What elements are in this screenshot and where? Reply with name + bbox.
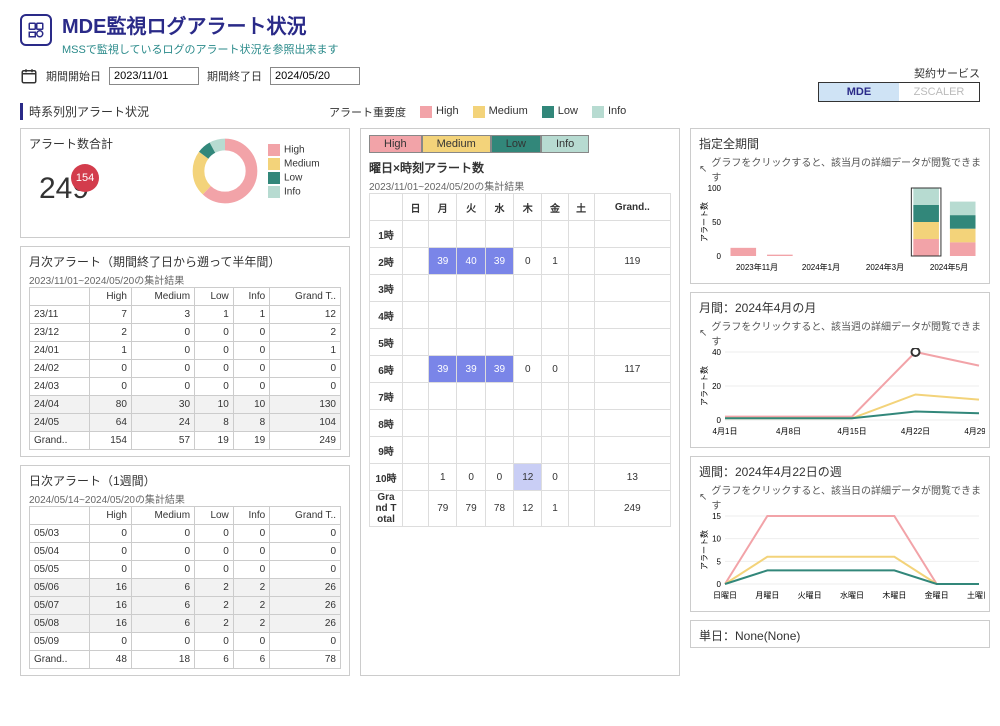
- severity-btn-high[interactable]: High: [369, 135, 422, 153]
- severity-btn-info[interactable]: Info: [541, 135, 589, 153]
- table-row[interactable]: 24/0300000: [30, 378, 341, 396]
- month-title: 月間：2024年4月の月: [699, 299, 981, 316]
- svg-text:金曜日: 金曜日: [925, 590, 949, 600]
- service-tab-zscaler[interactable]: ZSCALER: [899, 83, 979, 101]
- table-row[interactable]: Grand..48186678: [30, 651, 341, 669]
- period-chart-panel: 指定全期間 ↖ グラフをクリックすると、該当月の詳細データが閲覧できます 100 5…: [690, 128, 990, 284]
- severity-btn-low[interactable]: Low: [491, 135, 541, 153]
- svg-text:10: 10: [712, 535, 721, 544]
- heatmap-panel: HighMediumLowInfo 曜日×時刻アラート数 2023/11/01~…: [360, 128, 680, 676]
- week-title: 週間：2024年4月22日の週: [699, 463, 981, 480]
- page-subtitle: MSSで監視しているログのアラート状況を参照出来ます: [62, 41, 339, 57]
- svg-text:水曜日: 水曜日: [840, 590, 864, 600]
- monthly-table[interactable]: HighMediumLowInfoGrand T..23/1173111223/…: [29, 287, 341, 450]
- svg-text:15: 15: [712, 512, 721, 521]
- cursor-icon: ↖: [699, 328, 707, 339]
- svg-text:50: 50: [712, 218, 721, 227]
- table-row[interactable]: 23/1220002: [30, 324, 341, 342]
- svg-text:日曜日: 日曜日: [713, 591, 737, 600]
- table-row[interactable]: 05/081662226: [30, 615, 341, 633]
- daily-panel: 日次アラート（1週間） 2024/05/14~2024/05/20の集計結果 H…: [20, 465, 350, 676]
- page-title: MDE監視ログアラート状況: [62, 10, 339, 39]
- svg-text:2023年11月: 2023年11月: [736, 262, 778, 272]
- svg-text:4月1日: 4月1日: [713, 427, 738, 436]
- severity-buttons: HighMediumLowInfo: [369, 135, 671, 153]
- daily-title: 日次アラート（1週間）: [29, 472, 341, 489]
- monthly-panel: 月次アラート（期間終了日から遡って半年間） 2023/11/01~2024/05…: [20, 246, 350, 457]
- header: MDE監視ログアラート状況 MSSで監視しているログのアラート状況を参照出来ます: [20, 10, 980, 57]
- single-title: 単日：None(None): [699, 627, 981, 644]
- svg-text:木曜日: 木曜日: [882, 590, 906, 600]
- service-label: 契約サービス: [914, 65, 980, 81]
- svg-text:火曜日: 火曜日: [798, 591, 822, 600]
- legend-label: アラート重要度: [329, 104, 406, 120]
- svg-text:2024年5月: 2024年5月: [930, 262, 968, 272]
- svg-text:2024年3月: 2024年3月: [866, 262, 904, 272]
- svg-text:40: 40: [712, 348, 721, 357]
- cursor-icon: ↖: [699, 492, 707, 503]
- week-chart-panel: 週間：2024年4月22日の週 ↖ グラフをクリックすると、該当日の詳細データが閲…: [690, 456, 990, 612]
- svg-text:4月8日: 4月8日: [776, 427, 801, 436]
- svg-text:5: 5: [717, 557, 722, 566]
- total-panel: アラート数合計 249 154 HighMediumLowInfo: [20, 128, 350, 238]
- table-row[interactable]: 24/0200000: [30, 360, 341, 378]
- period-hint: グラフをクリックすると、該当月の詳細データが閲覧できます: [711, 154, 981, 184]
- start-date-input[interactable]: [109, 67, 199, 85]
- table-row[interactable]: 24/0110001: [30, 342, 341, 360]
- month-chart[interactable]: 40 20 0 4月1日 4月8日 4月15日 4月22日 4月29日 アラート数: [699, 348, 985, 438]
- heat-sub: 2023/11/01~2024/05/20の集計結果: [369, 178, 671, 193]
- table-row[interactable]: 05/0500000: [30, 561, 341, 579]
- svg-text:アラート数: アラート数: [699, 530, 709, 570]
- svg-text:土曜日: 土曜日: [967, 590, 985, 600]
- severity-btn-medium[interactable]: Medium: [422, 135, 491, 153]
- table-row[interactable]: 24/05642488104: [30, 414, 341, 432]
- total-title: アラート数合計: [29, 135, 180, 152]
- svg-text:4月15日: 4月15日: [837, 427, 866, 436]
- period-title: 指定全期間: [699, 135, 981, 152]
- monthly-title: 月次アラート（期間終了日から遡って半年間）: [29, 253, 341, 270]
- daily-table[interactable]: HighMediumLowInfoGrand T..05/030000005/0…: [29, 506, 341, 669]
- table-row[interactable]: 24/0480301010130: [30, 396, 341, 414]
- table-row[interactable]: 05/0900000: [30, 633, 341, 651]
- service-tab-mde[interactable]: MDE: [819, 83, 899, 101]
- table-row[interactable]: 05/071662226: [30, 597, 341, 615]
- month-chart-panel: 月間：2024年4月の月 ↖ グラフをクリックすると、該当週の詳細データが閲覧でき…: [690, 292, 990, 448]
- table-row[interactable]: 05/0400000: [30, 543, 341, 561]
- svg-text:0: 0: [717, 416, 722, 425]
- svg-text:4月22日: 4月22日: [901, 427, 930, 436]
- week-chart[interactable]: 15 10 5 0 日曜日 月曜日 火曜日 水曜日 木曜日 金曜日 土曜日 アラート数: [699, 512, 985, 602]
- service-tabs: MDE ZSCALER: [818, 82, 980, 102]
- svg-text:20: 20: [712, 382, 721, 391]
- start-date-label: 期間開始日: [46, 68, 101, 84]
- svg-text:4月29日: 4月29日: [964, 427, 985, 436]
- donut-chart[interactable]: [190, 136, 260, 206]
- svg-text:アラート数: アラート数: [699, 202, 709, 242]
- table-row[interactable]: 23/11731112: [30, 306, 341, 324]
- svg-text:100: 100: [708, 184, 722, 193]
- single-day-panel: 単日：None(None): [690, 620, 990, 648]
- calendar-icon: [20, 67, 38, 85]
- dashboard-icon: [20, 14, 52, 46]
- heat-title: 曜日×時刻アラート数: [369, 159, 671, 176]
- week-hint: グラフをクリックすると、該当日の詳細データが閲覧できます: [711, 482, 981, 512]
- timeseries-section-title: 時系列別アラート状況: [20, 103, 149, 120]
- month-hint: グラフをクリックすると、該当週の詳細データが閲覧できます: [711, 318, 981, 348]
- svg-text:2024年1月: 2024年1月: [802, 262, 840, 272]
- table-row[interactable]: Grand..154571919249: [30, 432, 341, 450]
- daily-sub: 2024/05/14~2024/05/20の集計結果: [29, 491, 341, 506]
- svg-text:0: 0: [717, 252, 722, 261]
- period-chart[interactable]: 100 50 0 2023年11月 2024年1月 2024年3月 2024年5月 アラート数: [699, 184, 985, 274]
- svg-text:アラート数: アラート数: [699, 366, 709, 406]
- end-date-input[interactable]: [270, 67, 360, 85]
- severity-legend: アラート重要度 HighMediumLowInfo: [329, 104, 640, 120]
- table-row[interactable]: 05/061662226: [30, 579, 341, 597]
- end-date-label: 期間終了日: [207, 68, 262, 84]
- monthly-sub: 2023/11/01~2024/05/20の集計結果: [29, 272, 341, 287]
- cursor-icon: ↖: [699, 164, 707, 175]
- total-badge: 154: [71, 164, 99, 192]
- heatmap-table[interactable]: 日月火水木金土Grand..1時2時394039011193時4時5時6時393…: [369, 193, 671, 527]
- svg-text:月曜日: 月曜日: [755, 591, 779, 600]
- svg-text:0: 0: [717, 580, 722, 589]
- table-row[interactable]: 05/0300000: [30, 525, 341, 543]
